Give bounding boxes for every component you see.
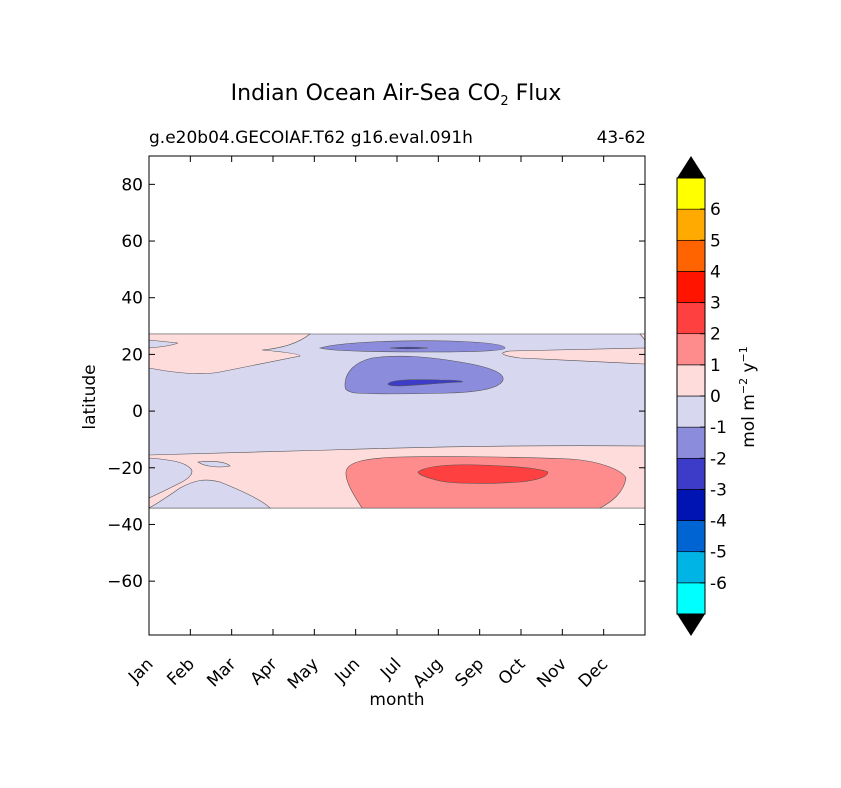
colorbar-tick-label: -3 (710, 480, 727, 500)
colorbar-swatch (676, 520, 706, 553)
chart-title-subscript: 2 (500, 94, 508, 109)
x-tick-label: May (284, 654, 323, 693)
y-tick-label: −40 (107, 515, 143, 535)
x-axis-label: month (369, 690, 424, 710)
x-tick-label: Nov (533, 654, 571, 692)
colorbar-tick-label: -6 (710, 574, 727, 594)
x-tick-label: Jun (331, 654, 365, 688)
colorbar-swatch (676, 271, 706, 303)
colorbar-tick-label: 4 (710, 262, 721, 282)
colorbar-swatch (676, 333, 706, 366)
colorbar-extend-min (677, 614, 705, 636)
colorbar-tick-label: 1 (710, 356, 721, 376)
chart-title: Indian Ocean Air-Sea CO2 Flux (231, 81, 562, 109)
colorbar-tick-label: -2 (710, 449, 727, 469)
contour-region-pos-north-nw-sliver (149, 339, 179, 349)
colorbar-swatch (676, 364, 706, 397)
x-tick-label: Apr (247, 654, 282, 689)
x-tick-label: Sep (451, 654, 488, 691)
contour-region-neg1-lower (344, 355, 504, 395)
x-tick-label: Dec (575, 654, 612, 691)
chart-subtitle-right: 43-62 (597, 128, 646, 148)
colorbar-swatch (676, 395, 706, 428)
colorbar-swatch (676, 489, 706, 521)
contour-region-pos-north-east (502, 347, 645, 365)
colorbar-tick-label: 0 (710, 387, 721, 407)
x-tick-label: Mar (203, 654, 240, 691)
y-tick-label: 40 (121, 289, 143, 309)
y-tick-label: −60 (107, 572, 143, 592)
y-tick-label: 0 (132, 402, 143, 422)
colorbar-tick-label: 2 (710, 325, 721, 345)
colorbar-swatch (676, 582, 706, 615)
contour-fill-layer (149, 333, 645, 509)
colorbar-tick-label: 5 (710, 231, 721, 251)
y-axis: 80 60 40 20 0 −20 −40 −60 (107, 175, 645, 592)
y-tick-label: 80 (121, 175, 143, 195)
colorbar-label: mol m−2 y−1 (737, 346, 759, 448)
colorbar-swatch (676, 302, 706, 335)
plot-area: Jan Feb Mar Apr May Jun Jul Aug Sep Oct Nov Dec 80 6… (107, 155, 646, 693)
x-tick-label: Aug (409, 654, 447, 692)
contour-region-pos-north-west (149, 333, 311, 374)
colorbar-swatch (676, 426, 706, 459)
x-tick-label: Oct (495, 654, 530, 689)
y-tick-label: −20 (107, 459, 143, 479)
colorbar-swatch (676, 177, 706, 210)
colorbar-swatch (676, 208, 706, 241)
y-tick-label: 60 (121, 232, 143, 252)
colorbar: -6 -5 -4 -3 -2 -1 0 1 2 3 4 5 6 (676, 156, 727, 636)
x-tick-label: Jul (376, 654, 405, 683)
contour-region-neg2-lower (387, 379, 463, 387)
colorbar-tick-label: -5 (710, 543, 727, 563)
colorbar-swatch (676, 457, 706, 490)
contour-region-neg2-upper (389, 346, 429, 350)
colorbar-tick-label: 6 (710, 200, 721, 220)
x-tick-label: Feb (163, 654, 198, 689)
y-tick-label: 20 (121, 345, 143, 365)
contour-region-pos-north-ne-corner (639, 333, 645, 341)
colorbar-swatch (676, 239, 706, 272)
colorbar-tick-label: -4 (710, 512, 727, 532)
contour-region-pos2 (417, 464, 549, 484)
contour-region-neg-southwest (149, 457, 271, 509)
y-axis-label: latitude (80, 364, 100, 429)
colorbar-tick-label: -1 (710, 418, 727, 438)
colorbar-tick-label: 3 (710, 294, 721, 314)
colorbar-swatch (676, 551, 706, 584)
contour-region-neg1-upper (318, 340, 506, 353)
x-tick-label: Jan (124, 654, 157, 687)
chart-subtitle-left: g.e20b04.GECOIAF.T62 g16.eval.091h (149, 128, 473, 148)
colorbar-extend-max (677, 156, 705, 178)
